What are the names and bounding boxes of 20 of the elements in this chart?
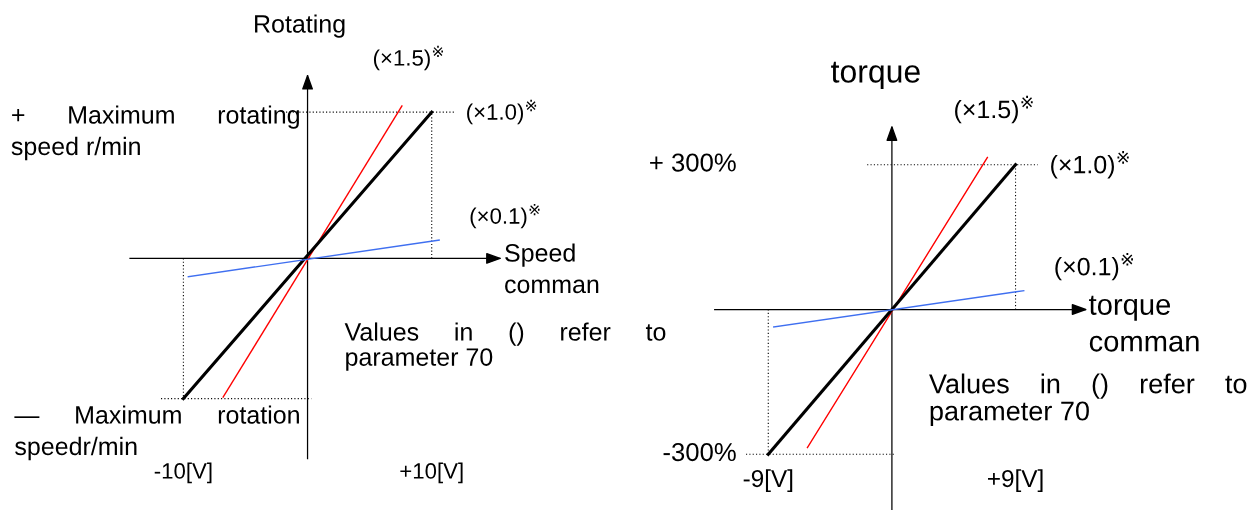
annotation: + Maximum rotating speed r/min — [11, 105, 299, 161]
annotation: Values in () refer to parameter 70 — [929, 373, 1247, 426]
series-label: (×0.1)$^{※}$ — [1055, 252, 1133, 281]
x-tick-label: -9[V] — [743, 469, 793, 492]
text: (×1.5)$^{※}$ — [373, 45, 443, 71]
series-label: (×1.0)$^{※}$ — [1051, 150, 1129, 179]
annotation: Values in () refer to parameter 70 — [344, 322, 666, 371]
y-tick-label: -300% — [663, 442, 736, 462]
x-axis-title: Speed comman — [505, 243, 599, 294]
x-tick-label: +10[V] — [400, 462, 463, 484]
y-axis-title: torque — [831, 61, 920, 90]
series-label: (×1.5)$^{※}$ — [955, 95, 1033, 124]
series-label: (×0.1)$^{※}$ — [470, 203, 540, 229]
y-axis-title: Rotating — [255, 14, 345, 38]
x-axis-title: torque comman — [1089, 295, 1199, 352]
x-tick-label: +9[V] — [988, 469, 1043, 492]
series-label: (×1.0)$^{※}$ — [467, 99, 537, 125]
text: — Maximum rotation speedr/min — [14, 405, 299, 461]
y-tick-label: + 300% — [650, 153, 736, 172]
x-tick-label: -10[V] — [154, 462, 212, 484]
